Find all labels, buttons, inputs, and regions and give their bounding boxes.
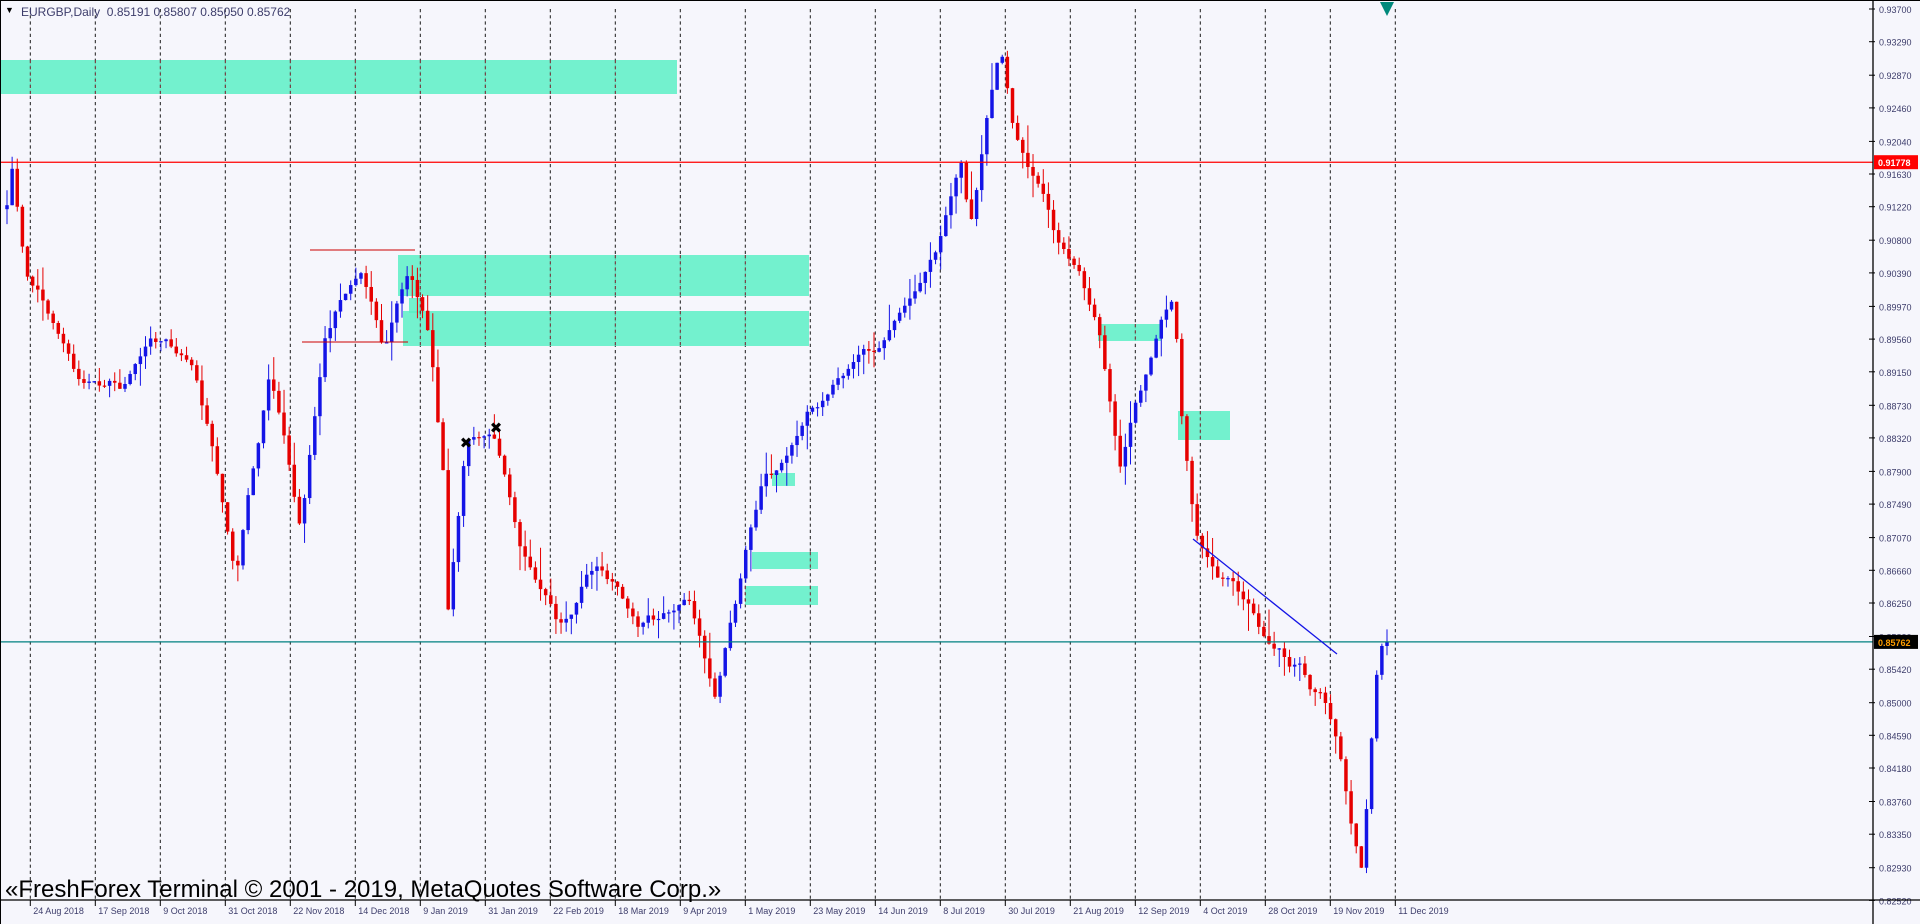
svg-text:28 Oct 2019: 28 Oct 2019 (1268, 906, 1317, 916)
svg-text:17 Sep 2018: 17 Sep 2018 (98, 906, 149, 916)
svg-text:0.88730: 0.88730 (1879, 401, 1912, 411)
svg-text:0.88320: 0.88320 (1879, 434, 1912, 444)
svg-text:22 Feb 2019: 22 Feb 2019 (553, 906, 604, 916)
svg-text:0.83350: 0.83350 (1879, 830, 1912, 840)
svg-text:9 Oct 2018: 9 Oct 2018 (163, 906, 207, 916)
svg-text:0.90390: 0.90390 (1879, 269, 1912, 279)
svg-text:0.82930: 0.82930 (1879, 864, 1912, 874)
svg-text:21 Aug 2019: 21 Aug 2019 (1073, 906, 1124, 916)
svg-text:0.85000: 0.85000 (1879, 699, 1912, 709)
svg-text:0.92870: 0.92870 (1879, 71, 1912, 81)
svg-text:23 May 2019: 23 May 2019 (813, 906, 865, 916)
svg-text:31 Jan 2019: 31 Jan 2019 (488, 906, 538, 916)
svg-text:0.82520: 0.82520 (1879, 896, 1912, 906)
svg-text:0.84180: 0.84180 (1879, 764, 1912, 774)
svg-text:0.85420: 0.85420 (1879, 665, 1912, 675)
svg-text:0.87070: 0.87070 (1879, 534, 1912, 544)
svg-text:0.91220: 0.91220 (1879, 203, 1912, 213)
svg-text:11 Dec 2019: 11 Dec 2019 (1398, 906, 1448, 916)
svg-text:22 Nov 2018: 22 Nov 2018 (293, 906, 344, 916)
svg-text:30 Jul 2019: 30 Jul 2019 (1008, 906, 1055, 916)
svg-text:0.87900: 0.87900 (1879, 467, 1912, 477)
svg-text:0.89560: 0.89560 (1879, 335, 1912, 345)
svg-text:4 Oct 2019: 4 Oct 2019 (1203, 906, 1247, 916)
svg-text:0.92460: 0.92460 (1879, 104, 1912, 114)
svg-text:9 Apr 2019: 9 Apr 2019 (683, 906, 727, 916)
svg-text:14 Jun 2019: 14 Jun 2019 (878, 906, 928, 916)
svg-text:0.93290: 0.93290 (1879, 38, 1912, 48)
svg-text:0.89970: 0.89970 (1879, 302, 1912, 312)
svg-text:0.86660: 0.86660 (1879, 566, 1912, 576)
svg-text:0.87490: 0.87490 (1879, 500, 1912, 510)
svg-text:9 Jan 2019: 9 Jan 2019 (423, 906, 468, 916)
svg-text:0.93700: 0.93700 (1879, 5, 1912, 15)
svg-text:31 Oct 2018: 31 Oct 2018 (228, 906, 277, 916)
svg-text:0.84590: 0.84590 (1879, 731, 1912, 741)
svg-text:12 Sep 2019: 12 Sep 2019 (1138, 906, 1189, 916)
svg-text:0.91778: 0.91778 (1878, 158, 1911, 168)
svg-text:14 Dec 2018: 14 Dec 2018 (358, 906, 409, 916)
svg-text:0.90800: 0.90800 (1879, 236, 1912, 246)
svg-text:0.91630: 0.91630 (1879, 170, 1912, 180)
svg-text:0.92040: 0.92040 (1879, 137, 1912, 147)
svg-text:0.85762: 0.85762 (1878, 638, 1911, 648)
svg-text:1 May 2019: 1 May 2019 (748, 906, 795, 916)
svg-text:0.86250: 0.86250 (1879, 599, 1912, 609)
svg-text:18 Mar 2019: 18 Mar 2019 (618, 906, 669, 916)
svg-text:0.89150: 0.89150 (1879, 368, 1912, 378)
svg-text:✖: ✖ (490, 420, 503, 437)
svg-text:0.83760: 0.83760 (1879, 798, 1912, 808)
svg-text:✖: ✖ (460, 435, 473, 452)
svg-text:19 Nov 2019: 19 Nov 2019 (1333, 906, 1384, 916)
svg-text:8 Jul 2019: 8 Jul 2019 (943, 906, 985, 916)
svg-text:24 Aug 2018: 24 Aug 2018 (33, 906, 84, 916)
